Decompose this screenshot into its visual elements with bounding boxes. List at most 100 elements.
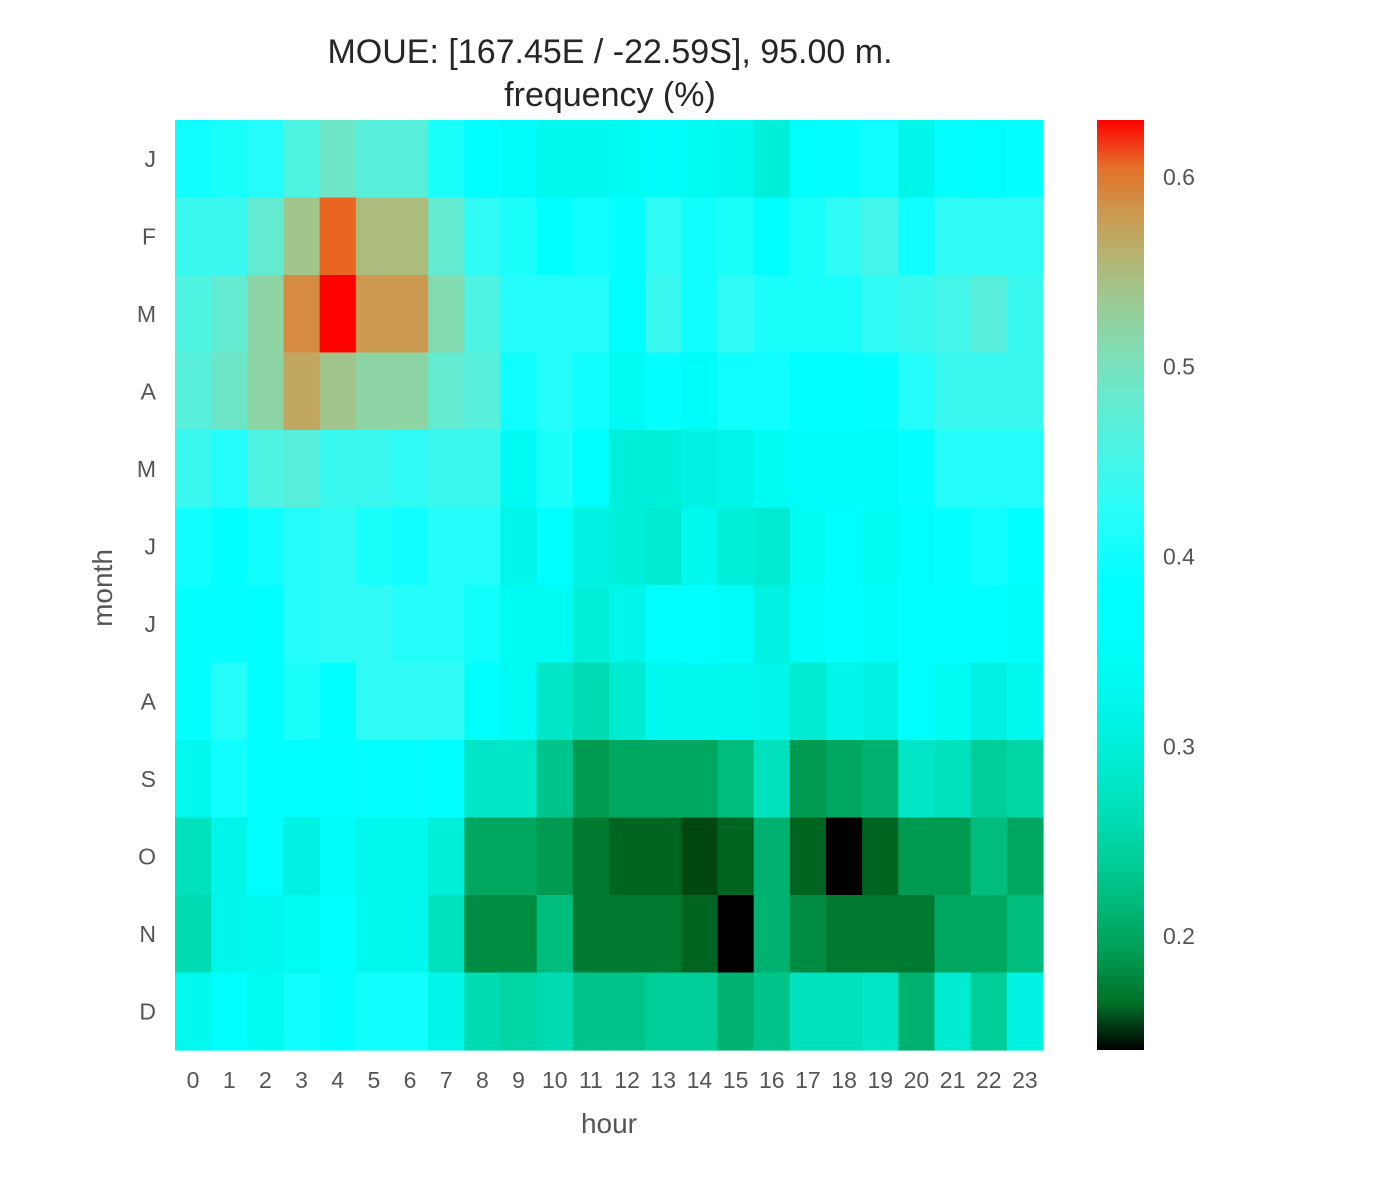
heatmap-cell [789, 352, 827, 431]
x-tick-label: 18 [831, 1067, 857, 1093]
heatmap-cell [681, 275, 719, 354]
y-tick-labels: J F M A M J J A S O N D [137, 146, 157, 1025]
heatmap-cell [464, 585, 502, 664]
heatmap-cell [753, 895, 791, 974]
heatmap-cell [717, 817, 755, 896]
heatmap-cell [898, 895, 936, 974]
heatmap-cell [753, 740, 791, 819]
heatmap-cell [355, 585, 393, 664]
heatmap-cell [319, 817, 357, 896]
x-tick-label: 5 [368, 1067, 381, 1093]
heatmap-cell [609, 817, 646, 896]
heatmap-cell [862, 662, 899, 741]
heatmap-cell [247, 817, 285, 896]
heatmap-cell [428, 430, 465, 509]
y-tick-label: J [145, 146, 157, 172]
heatmap-cell [681, 662, 719, 741]
heatmap-cell [175, 352, 212, 431]
heatmap-cell [464, 817, 502, 896]
heatmap-cell [247, 507, 285, 586]
heatmap-cell [355, 120, 393, 199]
x-tick-label: 10 [542, 1067, 568, 1093]
heatmap-cell [753, 507, 791, 586]
heatmap-cell [789, 197, 827, 276]
heatmap-cell [1006, 430, 1044, 509]
heatmap-cell [789, 585, 827, 664]
heatmap-cell [789, 972, 827, 1051]
colorbar-tick-labels: 0.6 0.5 0.4 0.3 0.2 [1163, 164, 1195, 949]
heatmap-cell [175, 585, 212, 664]
heatmap-cell [753, 972, 791, 1051]
heatmap-cell [645, 740, 682, 819]
heatmap-cell [572, 430, 610, 509]
y-tick-label: S [141, 766, 156, 792]
heatmap-cell [970, 275, 1008, 354]
heatmap-cell [355, 972, 393, 1051]
heatmap-cell [934, 895, 972, 974]
heatmap-cell [572, 972, 610, 1051]
heatmap-cell [789, 275, 827, 354]
heatmap-cell [175, 507, 212, 586]
heatmap-cell [428, 507, 465, 586]
heatmap-cell [609, 197, 646, 276]
heatmap-cell [175, 817, 212, 896]
heatmap-cell [211, 352, 248, 431]
heatmap-cell [1006, 352, 1044, 431]
heatmap-cell [717, 895, 755, 974]
heatmap-cell [392, 275, 429, 354]
x-tick-labels: 0 1 2 3 4 5 6 7 8 9 10 11 12 13 14 15 16 17 18 19 20 21 22 23 [187, 1067, 1038, 1093]
heatmap-cell [211, 120, 248, 199]
heatmap-cell [1006, 275, 1044, 354]
heatmap-cell [572, 895, 610, 974]
colorbar-tick-label: 0.3 [1163, 733, 1195, 759]
heatmap-cell [319, 585, 357, 664]
heatmap-cell [898, 197, 936, 276]
heatmap-cell [1006, 895, 1044, 974]
heatmap-cell [283, 507, 321, 586]
heatmap-cell [355, 895, 393, 974]
x-tick-label: 17 [795, 1067, 821, 1093]
heatmap-cell [247, 740, 285, 819]
heatmap-cell [355, 430, 393, 509]
heatmap-cell [681, 740, 719, 819]
heatmap-cell [175, 430, 212, 509]
heatmap-cell [247, 972, 285, 1051]
heatmap-cell [645, 895, 682, 974]
heatmap-cell [898, 817, 936, 896]
heatmap-cell [753, 430, 791, 509]
heatmap-cell [211, 740, 248, 819]
colorbar-tick-label: 0.4 [1163, 544, 1195, 570]
heatmap-cell [283, 430, 321, 509]
heatmap-cell [428, 275, 465, 354]
heatmap-cell [934, 275, 972, 354]
heatmap-cell [934, 507, 972, 586]
heatmap-cell [392, 585, 429, 664]
y-tick-label: M [137, 301, 156, 327]
x-tick-label: 21 [940, 1067, 966, 1093]
heatmap-cell [247, 662, 285, 741]
heatmap-cell [392, 120, 429, 199]
heatmap-cell [681, 507, 719, 586]
heatmap-cell [319, 972, 357, 1051]
heatmap-cell [392, 740, 429, 819]
heatmap-cell [464, 740, 502, 819]
heatmap-cell [609, 740, 646, 819]
heatmap-cell [428, 662, 465, 741]
heatmap-cell [826, 662, 863, 741]
heatmap-cell [572, 740, 610, 819]
heatmap-cell [681, 120, 719, 199]
heatmap-cells [175, 120, 1044, 1051]
heatmap-cell [319, 430, 357, 509]
heatmap-cell [536, 662, 574, 741]
x-axis-label: hour [581, 1108, 637, 1139]
x-tick-label: 0 [187, 1067, 200, 1093]
heatmap-cell [247, 895, 285, 974]
heatmap-cell [789, 662, 827, 741]
heatmap-cell [536, 585, 574, 664]
heatmap-cell [826, 275, 863, 354]
x-tick-label: 20 [904, 1067, 930, 1093]
heatmap-cell [753, 662, 791, 741]
heatmap-cell [645, 275, 682, 354]
heatmap-cell [211, 430, 248, 509]
